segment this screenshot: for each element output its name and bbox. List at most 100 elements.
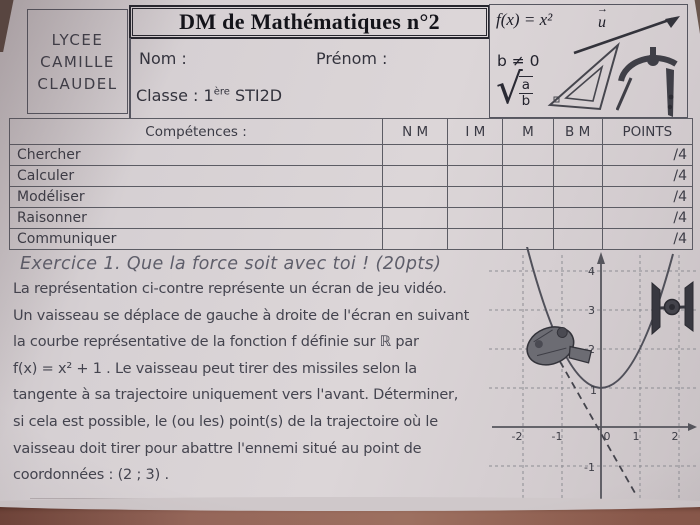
empty-grade-cell: [382, 186, 449, 208]
grid-lines: [489, 255, 698, 501]
competence-label: Raisonner: [8, 207, 384, 229]
exercise-line: si cela est possible, le (ou les) point(…: [13, 413, 438, 430]
exercise-line: coordonnées : (2 ; 3) .: [13, 467, 169, 484]
exercise-line: Un vaisseau se déplace de gauche à droit…: [13, 307, 470, 324]
axes: [492, 259, 694, 501]
x-tick-minus2: -2: [512, 430, 523, 443]
table-surface: [0, 497, 700, 525]
class-field-label: Classe : 1ère STI2D: [136, 86, 282, 105]
exercise-body: La représentation ci-contre représente u…: [13, 276, 495, 489]
table-row: Raisonner /4: [8, 207, 694, 229]
document-title: DM de Mathématiques n°2: [179, 9, 440, 34]
table-row: Chercher /4: [8, 144, 694, 166]
y-tick-minus1: -1: [584, 461, 595, 474]
x-tick-1: 1: [633, 430, 640, 443]
class-prefix: Classe : 1: [136, 86, 214, 105]
parabola-curve: [526, 247, 674, 389]
y-tick-1: 1: [590, 384, 597, 397]
competence-label: Communiquer: [8, 228, 384, 250]
exercise-line: tangente à sa trajectoire uniquement ver…: [13, 387, 459, 404]
exercise-line: vaisseau doit tirer pour abattre l'ennem…: [13, 440, 422, 457]
class-suffix: STI2D: [229, 86, 283, 105]
col-header-m: M: [502, 118, 554, 145]
col-header-bm: B M: [552, 118, 603, 145]
empty-grade-cell: [502, 207, 554, 229]
empty-grade-cell: [447, 144, 504, 166]
col-header-im: I M: [447, 118, 504, 145]
school-name-box: LYCEE CAMILLE CLAUDEL: [27, 9, 128, 114]
compass-icon: [616, 47, 678, 117]
y-tick-3: 3: [588, 304, 595, 317]
y-axis-arrowhead: [597, 252, 605, 264]
exercise-title: Exercice 1. Que la force soit avec toi !…: [20, 254, 442, 274]
points-cell: /4: [601, 144, 694, 166]
class-ordinal-sup: ère: [213, 86, 230, 98]
vector-arrow-icon: →: [597, 3, 608, 15]
vector-arrow-drawing: [573, 16, 680, 55]
table-row: Calculer /4: [8, 165, 694, 187]
millennium-falcon-icon: [526, 326, 593, 366]
empty-grade-cell: [382, 165, 449, 187]
col-header-nm: N M: [382, 118, 449, 145]
col-header-competences: Compétences :: [8, 118, 384, 145]
competence-label: Modéliser: [8, 186, 384, 208]
formula-fx: f(x) = x²: [496, 10, 553, 29]
set-square-icon: [547, 42, 620, 111]
formula-b-not-zero: b ≠ 0: [497, 52, 540, 70]
empty-grade-cell: [382, 144, 449, 166]
header-divider-line: [129, 38, 131, 118]
math-doodles-box: f(x) = x² u → b ≠ 0 √ a b: [489, 3, 688, 118]
empty-grade-cell: [552, 144, 603, 166]
photo-corner-shadow: [694, 0, 700, 34]
fraction-numerator: a: [518, 78, 534, 94]
document-title-box: DM de Mathématiques n°2: [129, 5, 490, 39]
points-cell: /4: [601, 165, 694, 187]
photo-corner-shadow: [0, 0, 14, 52]
formula-sqrt-a-over-b: √ a b: [496, 68, 534, 110]
empty-grade-cell: [552, 165, 603, 187]
exercise-line: f(x) = x² + 1 . Le vaisseau peut tirer d…: [13, 360, 417, 377]
x-tick-minus1: -1: [552, 430, 563, 443]
empty-grade-cell: [447, 165, 504, 187]
y-tick-4: 4: [588, 265, 595, 278]
empty-grade-cell: [447, 207, 504, 229]
tangent-line: [553, 350, 636, 494]
competences-table: Compétences : N M I M M B M POINTS Cherc…: [8, 118, 694, 250]
tick-labels: -2 -1 0 1 2 4 3 2 1 -1: [512, 265, 679, 474]
school-name-line: LYCEE: [51, 31, 104, 49]
empty-grade-cell: [502, 144, 554, 166]
empty-grade-cell: [502, 165, 554, 187]
table-row: Modéliser /4: [8, 186, 694, 208]
fraction-denominator: b: [521, 93, 531, 109]
exercise-line: La représentation ci-contre représente u…: [13, 281, 447, 297]
col-header-points: POINTS: [601, 118, 694, 145]
tie-fighter-icon: [651, 281, 694, 336]
graph-canvas: -2 -1 0 1 2 4 3 2 1 -1: [489, 247, 698, 501]
radical-sign: √: [496, 64, 523, 113]
document-title-inner-border: DM de Mathématiques n°2: [132, 8, 487, 36]
empty-grade-cell: [382, 207, 449, 229]
table-row: Communiquer /4: [8, 228, 694, 250]
school-name-line: CAMILLE: [40, 53, 115, 71]
game-screen-graph: -2 -1 0 1 2 4 3 2 1 -1: [489, 247, 700, 507]
empty-grade-cell: [382, 228, 449, 250]
empty-grade-cell: [552, 186, 603, 208]
empty-grade-cell: [447, 228, 504, 250]
competence-label: Calculer: [8, 165, 384, 187]
firstname-field-label: Prénom :: [316, 49, 388, 68]
empty-grade-cell: [447, 186, 504, 208]
exercise-line: la courbe représentative de la fonction …: [13, 334, 419, 351]
points-cell: /4: [601, 207, 694, 229]
points-cell: /4: [601, 186, 694, 208]
school-name-line: CLAUDEL: [37, 75, 118, 93]
points-cell: /4: [601, 228, 694, 250]
empty-grade-cell: [502, 186, 554, 208]
competences-header-row: Compétences : N M I M M B M POINTS: [8, 118, 694, 145]
y-tick-2: 2: [588, 343, 595, 356]
x-axis-arrowhead: [688, 423, 697, 431]
origin-label: 0: [604, 430, 611, 443]
x-tick-2: 2: [672, 430, 679, 443]
competence-label: Chercher: [8, 144, 384, 166]
